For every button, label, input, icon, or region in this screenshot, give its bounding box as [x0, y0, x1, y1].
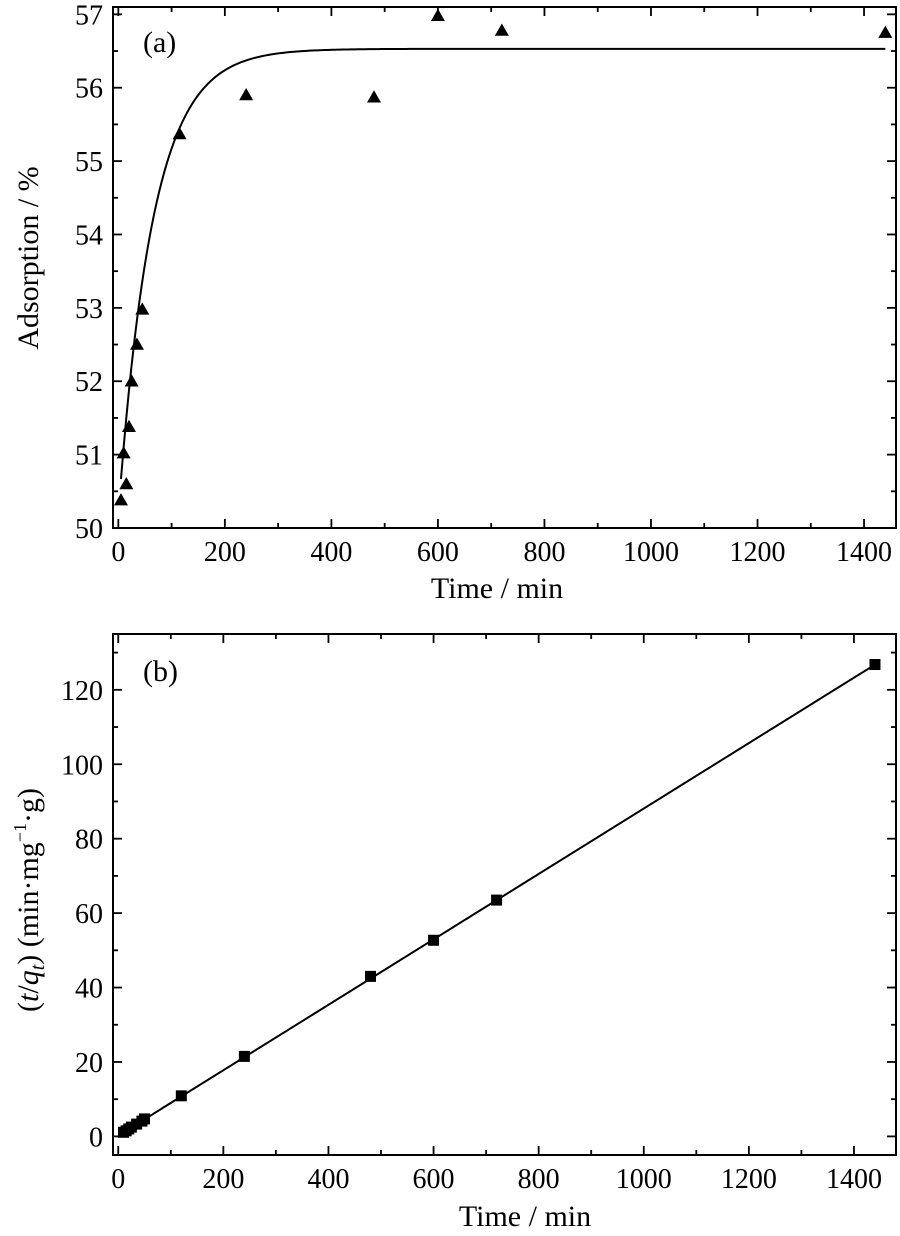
panel-b-y-tick-label: 20 — [75, 1048, 103, 1079]
panel-a-x-tick-label: 600 — [417, 537, 459, 568]
panel-a-x-tick-label: 0 — [111, 537, 125, 568]
panel-a-data-point — [172, 126, 187, 140]
ylabel-open: ( — [12, 1002, 45, 1012]
panel-a-plot-frame — [112, 6, 897, 529]
panel-b-data-point — [869, 659, 881, 671]
panel-a-data-point — [113, 493, 128, 506]
panel-b-x-tick-label: 1200 — [721, 1164, 777, 1195]
panel-a-x-tick-label: 400 — [310, 537, 352, 568]
ylabel-sub: t — [27, 964, 49, 970]
panel-b-x-tick-label: 800 — [518, 1164, 560, 1195]
panel-b-data-point — [491, 894, 503, 906]
ylabel-slash: / — [12, 985, 45, 994]
panel-a-data-point — [494, 23, 509, 36]
panel-b-data-point — [139, 1113, 151, 1125]
panel-b-y-tick-label: 120 — [61, 676, 103, 707]
panel-a-data-points — [113, 8, 893, 506]
panel-a-data-point — [367, 90, 381, 103]
panel-b-plot-frame — [112, 633, 897, 1156]
panel-a-data-point — [239, 88, 254, 101]
panel-a-data-point — [129, 337, 144, 350]
panel-a-data-point — [119, 476, 134, 490]
panel-b-data-points — [118, 659, 881, 1138]
panel-b-data-point — [428, 934, 440, 946]
panel-a-y-tick-label: 56 — [75, 74, 103, 105]
panel-b-x-tick-label: 0 — [111, 1164, 125, 1195]
panel-a-x-tick-label: 200 — [204, 537, 246, 568]
panel-b-data-point — [175, 1090, 187, 1102]
ylabel-q: q — [12, 970, 45, 985]
panel-a-data-point — [121, 419, 136, 432]
panel-a-y-axis-label: Adsorption / % — [12, 166, 45, 349]
panel-b-x-axis-label: Time / min — [459, 1200, 591, 1233]
panel-a-x-tick-label: 1000 — [623, 537, 679, 568]
panel-a-y-tick-label: 54 — [75, 220, 103, 251]
panel-a-y-tick-label: 52 — [75, 367, 103, 398]
panel-b-y-tick-label: 40 — [75, 974, 103, 1005]
panel-a-x-tick-label: 1400 — [836, 537, 892, 568]
panel-b-ticks: 0 200 400 600 800 1000 1200 1400 0 20 40 60 80 100 120 — [61, 634, 896, 1195]
panel-b-y-tick-label: 60 — [75, 899, 103, 930]
panel-a-y-tick-label: 55 — [75, 147, 103, 178]
panel-a-data-point — [116, 446, 131, 459]
panel-b-chart: (b) Time / min (t/qt) (min·mg−1·g) 0 200 4… — [10, 633, 897, 1233]
panel-b-y-tick-label: 0 — [89, 1122, 103, 1153]
panel-b-x-tick-label: 1000 — [616, 1164, 672, 1195]
panel-a-fit-path — [119, 47, 886, 480]
panel-a-y-tick-label: 51 — [75, 441, 103, 472]
panel-a-ticks: 0 200 400 600 800 1000 1200 1400 50 51 52 53 54 55 56 5… — [75, 0, 896, 568]
panel-b-data-point — [238, 1050, 250, 1062]
panel-b-x-tick-label: 1400 — [826, 1164, 882, 1195]
ylabel-t: t — [12, 993, 45, 1002]
panel-b-x-tick-label: 400 — [307, 1164, 349, 1195]
panel-b-y-tick-label: 80 — [75, 825, 103, 856]
panel-b-y-axis-label: (t/qt) (min·mg−1·g) — [10, 788, 49, 1012]
panel-a-data-point — [135, 302, 150, 315]
ylabel-sup: −1 — [10, 823, 30, 842]
ylabel-rest: ) (min·mg — [12, 842, 45, 964]
panel-a-chart: (a) Time / min Adsorption / % 0 200 400 600… — [12, 0, 897, 605]
panel-a-y-tick-label: 53 — [75, 294, 103, 325]
panel-b-data-point — [364, 970, 376, 982]
panel-a-fit-curve — [119, 47, 886, 480]
panel-a-label: (a) — [143, 26, 176, 59]
panel-a-y-tick-label: 57 — [75, 0, 103, 31]
panel-a-x-tick-label: 1200 — [730, 537, 786, 568]
panel-a-data-point — [878, 25, 893, 38]
panel-a-data-point — [430, 8, 445, 22]
panel-b-x-tick-label: 600 — [413, 1164, 455, 1195]
panel-a-x-tick-label: 800 — [523, 537, 565, 568]
ylabel-end: ·g) — [12, 788, 45, 823]
panel-a-x-axis-label: Time / min — [431, 572, 563, 605]
panel-b-x-tick-label: 200 — [202, 1164, 244, 1195]
panel-b-label: (b) — [143, 655, 178, 688]
panel-b-y-tick-label: 100 — [61, 750, 103, 781]
panel-a-y-tick-label: 50 — [75, 514, 103, 545]
panel-a-data-point — [124, 374, 139, 387]
